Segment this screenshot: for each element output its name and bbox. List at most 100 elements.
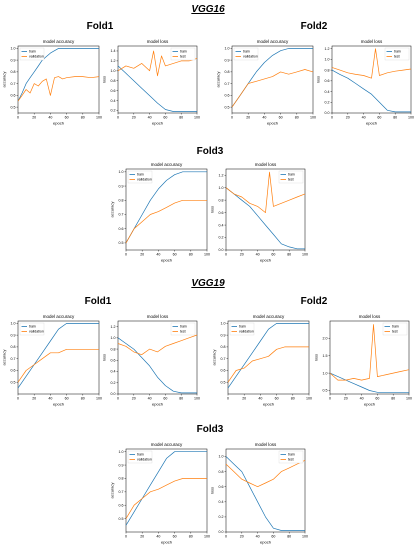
x-tick-label: 60: [173, 253, 177, 257]
plot-frame: [117, 320, 198, 395]
legend-entry: train: [288, 173, 295, 177]
legend-entry: train: [394, 50, 401, 54]
x-tick-label: 20: [132, 397, 136, 401]
x-tick-label: 100: [406, 397, 412, 401]
series-train-line: [331, 69, 411, 113]
x-tick-label: 100: [306, 397, 312, 401]
chart-title: model accuracy: [43, 39, 75, 44]
x-axis-label: epoch: [267, 121, 278, 126]
legend-box: [127, 450, 153, 464]
x-tick-label: 20: [132, 116, 136, 120]
series-test-line: [329, 324, 410, 381]
chart-title: model loss: [255, 442, 277, 447]
y-tick-label: 0.0: [219, 248, 224, 252]
y-tick-label: 0.8: [111, 347, 116, 351]
x-tick-label: 100: [302, 253, 308, 257]
series-train-line: [125, 451, 207, 526]
legend-entry: train: [29, 50, 36, 54]
x-tick-label: 80: [391, 397, 395, 401]
legend-box: [278, 170, 304, 184]
x-tick-label: 60: [271, 253, 275, 257]
y-tick-label: 1.2: [219, 173, 224, 177]
plot-frame: [231, 45, 314, 114]
legend-box: [127, 170, 153, 184]
y-axis-label: loss: [210, 487, 215, 494]
vgg19-section-title: VGG19: [191, 278, 225, 289]
y-tick-label: 0.5: [119, 241, 124, 245]
chart-title: model loss: [255, 162, 277, 167]
x-tick-label: 20: [240, 253, 244, 257]
y-tick-label: 1.4: [111, 49, 116, 53]
legend-entry: test: [392, 330, 398, 334]
legend-entry: validation: [29, 55, 44, 59]
x-tick-label: 60: [65, 397, 69, 401]
y-axis-label: loss: [102, 354, 107, 361]
legend-entry: train: [180, 50, 187, 54]
legend-box: [384, 47, 410, 61]
chart-title: model loss: [147, 314, 169, 319]
x-tick-label: 60: [375, 397, 379, 401]
y-tick-label: 0.8: [11, 70, 16, 74]
plot-frame: [17, 320, 100, 395]
y-tick-label: 0.5: [11, 105, 16, 109]
x-tick-label: 20: [32, 397, 36, 401]
legend-entry: test: [394, 55, 400, 59]
y-tick-label: 0.4: [219, 500, 224, 504]
series-test-line: [331, 48, 412, 79]
x-axis-label: epoch: [152, 402, 163, 407]
y-tick-label: 0.2: [111, 109, 116, 113]
vgg16-fold1-accuracy-chart: model accuracy 0 20 40 60 80 100 0.5 0.6 0.7 0.8 0.…: [2, 39, 103, 126]
x-tick-label: 80: [189, 535, 193, 539]
x-tick-label: 0: [117, 116, 119, 120]
x-tick-label: 80: [393, 116, 397, 120]
legend-entry: test: [180, 55, 186, 59]
x-tick-label: 60: [271, 535, 275, 539]
y-tick-label: 0.6: [225, 94, 230, 98]
x-axis-label: epoch: [161, 258, 172, 263]
chart-title: model accuracy: [43, 314, 75, 319]
vgg16-fold1-title: Fold1: [86, 21, 114, 32]
x-axis-label: epoch: [260, 540, 271, 545]
y-tick-label: 0.6: [119, 503, 124, 507]
series-train-line: [225, 187, 305, 250]
x-tick-label: 40: [258, 397, 262, 401]
y-tick-label: 0.9: [11, 333, 16, 337]
x-tick-label: 40: [262, 116, 266, 120]
y-tick-label: 0.9: [11, 58, 16, 62]
x-tick-label: 40: [156, 253, 160, 257]
plot-frame: [125, 168, 208, 251]
legend-entry: validation: [137, 178, 152, 182]
series-validation-line: [125, 478, 207, 519]
y-tick-label: 0.6: [11, 94, 16, 98]
y-tick-label: 0.7: [119, 490, 124, 494]
x-tick-label: 80: [179, 116, 183, 120]
legend-box: [233, 47, 259, 61]
x-tick-label: 40: [256, 253, 260, 257]
x-tick-label: 40: [362, 116, 366, 120]
legend-entry: validation: [29, 330, 44, 334]
y-tick-label: 0.5: [221, 380, 226, 384]
y-tick-label: 0.9: [221, 333, 226, 337]
x-axis-label: epoch: [152, 121, 163, 126]
vgg19-fold1-title: Fold1: [84, 296, 112, 307]
x-tick-label: 0: [225, 535, 227, 539]
y-tick-label: 0.4: [111, 370, 116, 374]
y-tick-label: 0.8: [119, 198, 124, 202]
x-tick-label: 0: [125, 535, 127, 539]
y-tick-label: 1.0: [225, 47, 230, 51]
legend-entry: train: [243, 50, 250, 54]
x-tick-label: 100: [96, 397, 102, 401]
y-tick-label: 0.4: [219, 223, 224, 227]
y-axis-label: accuracy: [212, 349, 217, 365]
legend-entry: test: [288, 458, 294, 462]
y-tick-label: 1.0: [221, 322, 226, 326]
series-train-line: [117, 65, 197, 112]
x-tick-label: 0: [227, 397, 229, 401]
y-tick-label: 1.0: [11, 47, 16, 51]
x-axis-label: epoch: [260, 258, 271, 263]
vgg19-fold3-loss-chart: model loss 0 20 40 60 80 100 0.0 0.2 0.4 0.6 0.8 1.0…: [210, 442, 309, 545]
vgg16-section-title: VGG16: [191, 4, 225, 15]
series-validation-line: [125, 199, 207, 244]
chart-title: model accuracy: [253, 314, 285, 319]
y-axis-label: loss: [314, 354, 319, 361]
